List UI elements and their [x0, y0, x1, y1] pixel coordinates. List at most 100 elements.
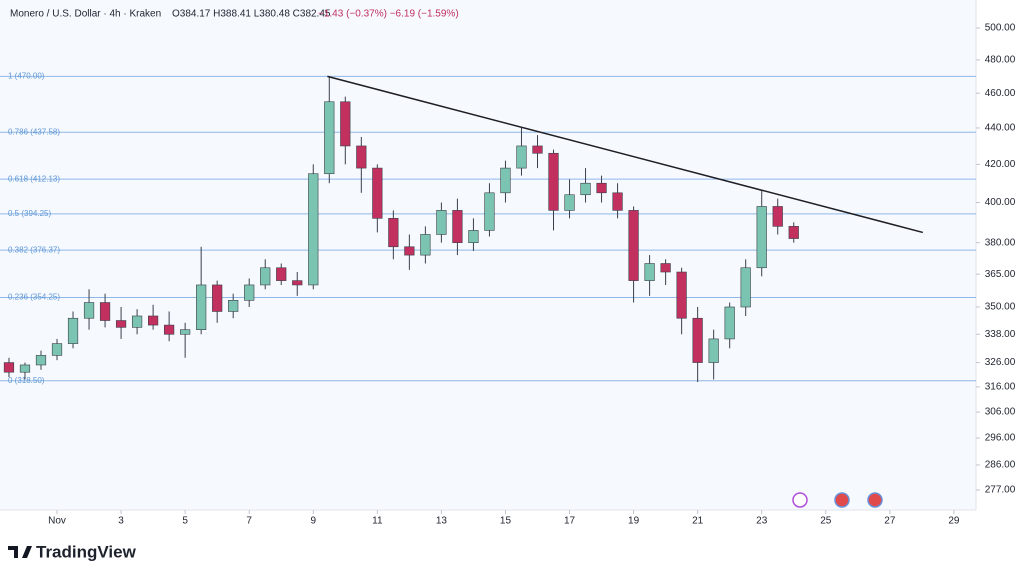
plot-area: [0, 0, 976, 510]
ohlc: O384.17 H388.41 L380.48 C382.45: [172, 9, 331, 20]
x-tick-label: 11: [372, 516, 383, 527]
event-icons: [792, 492, 883, 508]
candle-body: [276, 267, 287, 281]
x-tick-label: 13: [436, 516, 448, 527]
x-tick-label: 3: [118, 516, 124, 527]
y-tick-label: 440.00: [985, 123, 1016, 134]
y-tick-label: 306.00: [985, 407, 1016, 418]
fib-label: 1 (470.00): [8, 71, 45, 80]
candle-body: [596, 182, 607, 194]
candle-body: [436, 210, 447, 235]
logo-mark: [8, 546, 32, 558]
candle-body: [115, 320, 127, 328]
candle-body: [148, 315, 159, 326]
fib-label: 0 (318.50): [8, 376, 45, 385]
candle-body: [3, 362, 15, 373]
candle-body: [724, 306, 735, 340]
y-tick-label: 286.00: [985, 460, 1016, 471]
candle-body: [292, 280, 303, 286]
event-icon: [834, 492, 850, 508]
candle-body: [244, 284, 255, 301]
y-tick-label: 500.00: [985, 23, 1016, 34]
event-icon: [867, 492, 883, 508]
chart-title: Monero / U.S. Dollar · 4h · Kraken: [10, 9, 161, 20]
x-tick-label: Nov: [48, 516, 66, 527]
x-tick-label: 7: [246, 516, 252, 527]
x-tick-label: 21: [692, 516, 704, 527]
candle-body: [612, 192, 623, 211]
candle-body: [740, 267, 751, 308]
y-tick-label: 326.00: [985, 357, 1016, 368]
x-tick-label: 25: [820, 516, 832, 527]
candle-body: [516, 145, 527, 169]
candle-body: [324, 101, 335, 175]
candle-body: [83, 302, 95, 319]
candle-body: [644, 263, 655, 281]
x-tick-label: 29: [948, 516, 960, 527]
candle-body: [372, 167, 383, 219]
y-tick-label: 365.00: [985, 269, 1016, 280]
fib-label: 0.382 (376.37): [8, 245, 60, 254]
candle-body: [260, 267, 271, 286]
candle-body: [468, 230, 479, 243]
candle-body: [164, 324, 175, 335]
candle-body: [708, 338, 719, 363]
candle-body: [484, 192, 495, 231]
x-tick-label: 19: [628, 516, 640, 527]
candle-body: [420, 234, 431, 256]
candle-body: [388, 218, 399, 248]
candle-body: [628, 210, 639, 281]
candle-body: [772, 206, 783, 227]
y-tick-label: 480.00: [985, 55, 1016, 66]
candle-body: [196, 284, 207, 330]
event-icon: [792, 492, 808, 508]
logo: TradingView: [8, 542, 137, 561]
candle-body: [19, 364, 31, 373]
candle-body: [404, 246, 415, 256]
candle-body: [452, 210, 463, 243]
candle-body: [212, 284, 223, 312]
y-tick-label: 316.00: [985, 382, 1016, 393]
candle-body: [180, 329, 191, 335]
candle-body: [532, 145, 543, 154]
x-tick-label: 5: [182, 516, 188, 527]
candle-body: [67, 317, 79, 344]
fib-label: 0.236 (354.25): [8, 293, 60, 302]
fib-label: 0.618 (412.13): [8, 174, 60, 183]
candle-body: [35, 355, 47, 366]
y-tick-label: 380.00: [985, 237, 1016, 248]
x-tick-label: 9: [310, 516, 316, 527]
trendline: [327, 75, 924, 234]
y-tick-label: 400.00: [985, 197, 1016, 208]
candle-body: [756, 206, 767, 269]
y-tick-label: 338.00: [985, 329, 1016, 340]
candle-body: [340, 101, 351, 147]
x-tick-label: 23: [756, 516, 768, 527]
brand: TradingView: [36, 542, 137, 561]
candle-body: [99, 302, 111, 321]
candle-body: [228, 300, 239, 312]
candle-body: [548, 152, 559, 211]
candle-body: [500, 167, 511, 194]
candle-body: [580, 182, 591, 196]
x-tick-label: 15: [500, 516, 512, 527]
fib-label: 0.786 (437.58): [8, 127, 60, 136]
y-tick-label: 277.00: [985, 485, 1016, 496]
candle-body: [356, 145, 367, 169]
candle-body: [131, 315, 143, 328]
candle-body: [788, 226, 799, 239]
candle-body: [564, 194, 575, 211]
candle-body: [308, 173, 319, 286]
candle-body: [692, 317, 703, 363]
change: −1.43 (−0.37%) −6.19 (−1.59%): [318, 9, 459, 20]
y-tick-label: 420.00: [985, 159, 1016, 170]
y-tick-label: 350.00: [985, 302, 1016, 313]
candle-body: [676, 271, 687, 319]
y-tick-label: 460.00: [985, 88, 1016, 99]
y-tick-label: 296.00: [985, 433, 1016, 444]
fib-label: 0.5 (394.25): [8, 209, 51, 218]
x-tick-label: 17: [564, 516, 576, 527]
x-tick-label: 27: [884, 516, 896, 527]
candle-body: [660, 263, 671, 273]
